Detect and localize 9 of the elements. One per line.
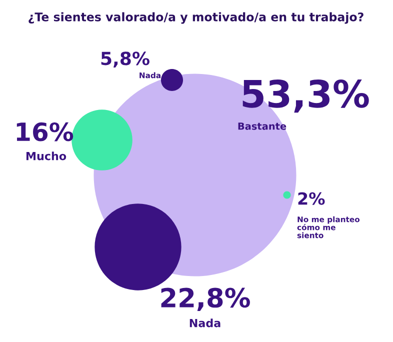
- data-label: 53,3%: [242, 80, 369, 113]
- data-label: 22,8%: [161, 288, 250, 312]
- data-label: 2%: [298, 192, 325, 205]
- category-label: Mucho: [26, 152, 66, 160]
- text: ¿Te sientes valorado/a y motivado/a en tu trabajo?: [28, 12, 364, 24]
- category-label: Bastante: [238, 122, 286, 130]
- category-label: Nada: [190, 318, 220, 328]
- data-label: 16%: [16, 122, 74, 142]
- data-label: 5,8%: [101, 52, 150, 68]
